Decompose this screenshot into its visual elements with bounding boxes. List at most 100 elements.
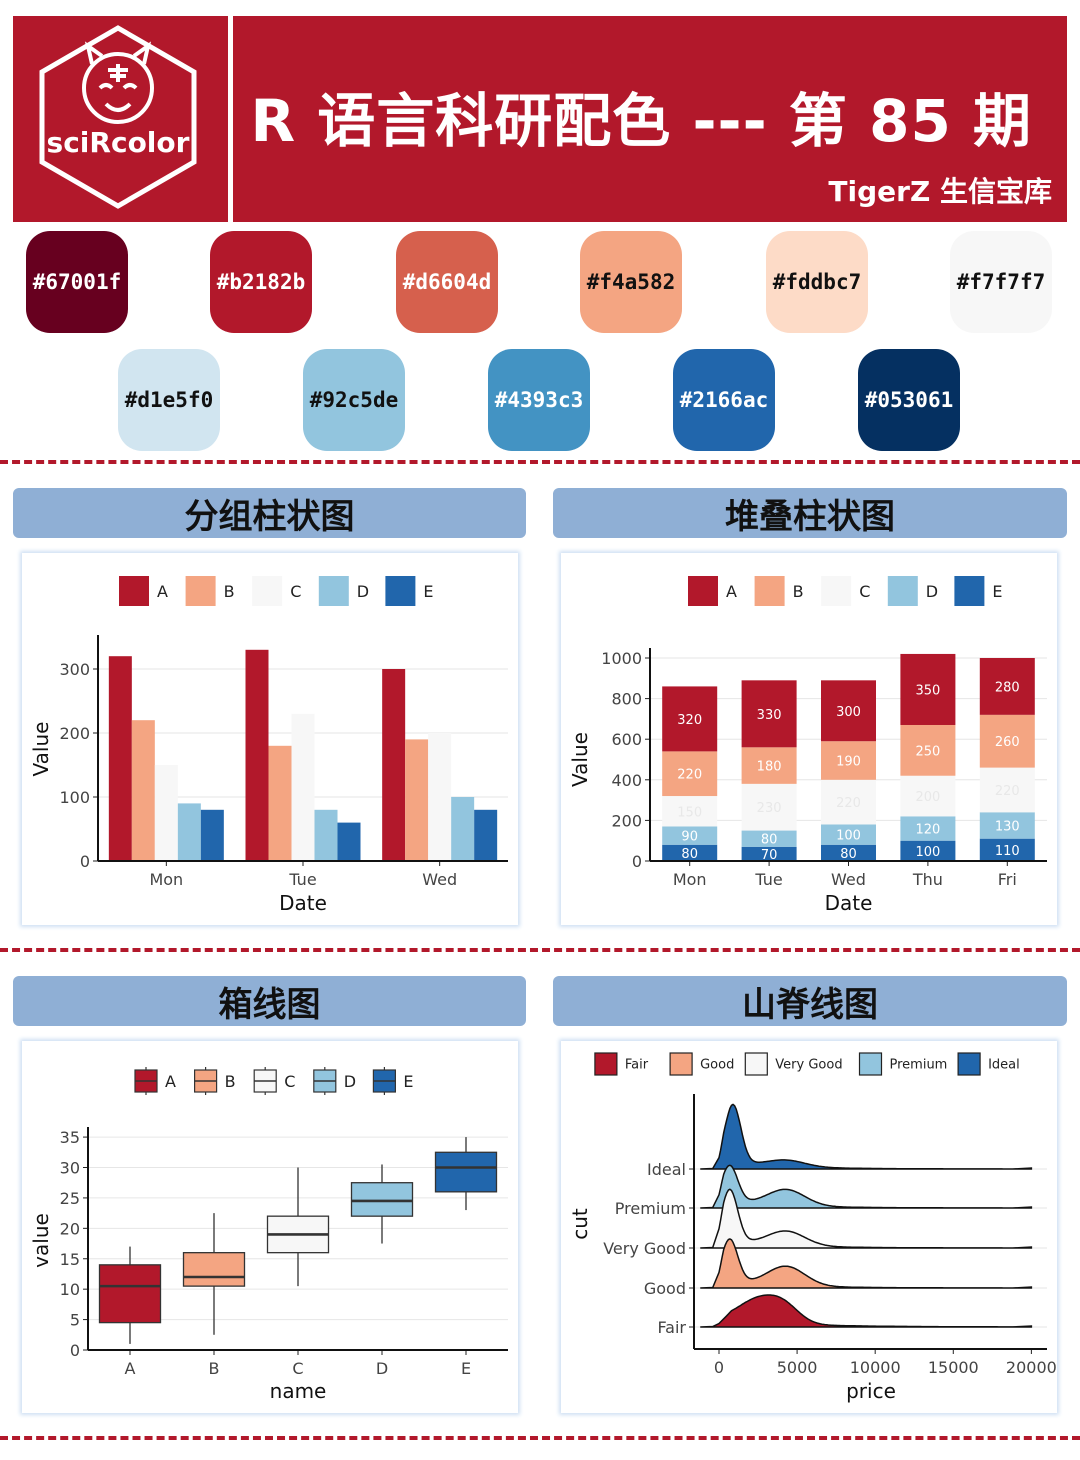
bar-A-Mon [662,686,718,752]
x-tick-label: 10000 [850,1358,901,1377]
stacked-bar-chart: A B C D E 0 200 400 600 800 1000 80 90 150 220 320 Mon 70… [568,576,1047,915]
box-B [182,1252,246,1287]
swatch-fddbc7: #fddbc7 [766,231,868,333]
x-tick-label: 15000 [928,1358,979,1377]
bar-E-Thu [900,840,956,861]
data-label: 120 [915,823,940,838]
data-label: 250 [915,744,940,759]
bar-C-Thu [900,775,956,817]
data-label: 80 [681,847,698,862]
legend-key-Fair [594,1052,618,1076]
y-tick-label: 100 [59,788,90,807]
legend-label-D: D [926,582,938,601]
x-tick-label: B [209,1359,220,1378]
section-title-box: 箱线图 [13,976,526,1026]
y-tick-label: 400 [611,771,642,790]
ridge-Ideal [700,1103,1033,1170]
y-tick-label: 0 [632,852,642,871]
swatch-f7f7f7: #f7f7f7 [950,231,1052,333]
legend-label-B: B [793,582,804,601]
legend-label-Very Good: Very Good [775,1058,842,1073]
y-tick-label: 25 [60,1189,80,1208]
grouped-bar-panel: A B C D E 0 100 200 300 Mon Tue Wed Date Value [22,553,518,925]
data-label: 320 [677,713,702,728]
bar-B-Mon [662,751,718,797]
y-tick-label: 200 [611,811,642,830]
divider [0,948,1080,952]
data-label: 230 [757,801,782,816]
swatch-label: #4393c3 [494,388,584,412]
bar-D-Mon [662,826,718,845]
legend-label-E: E [403,1072,413,1091]
legend-key-A [688,576,718,606]
data-label: 130 [995,819,1020,834]
bar-A-Fri [979,658,1035,715]
data-label: 220 [836,796,861,811]
legend-label-Premium: Premium [890,1058,948,1073]
x-tick-label: Mon [149,870,183,889]
legend-key-Premium [858,1052,883,1076]
grouped-bar-chart: A B C D E 0 100 200 300 Mon Tue Wed Date Value [29,576,508,915]
tiger-logo: sciRcolor [39,25,197,209]
ridge-Good [700,1238,1033,1289]
bar-A-Tue [741,680,797,748]
tiger-face-icon [82,41,154,124]
legend-key-D [887,576,918,606]
x-tick-label: 20000 [1006,1358,1057,1377]
legend-key-A [119,576,149,606]
box-E [434,1151,498,1193]
bar-B-Fri [979,714,1035,768]
y-axis-label: Value [568,732,592,787]
bar-C-Fri [979,767,1035,813]
legend-label-A: A [157,582,168,601]
swatch-label: #053061 [864,388,954,412]
swatch-label: #fddbc7 [772,270,862,294]
bar-B-Thu [900,724,956,776]
swatch-label: #d1e5f0 [124,388,214,412]
legend-key-B [185,576,216,606]
data-label: 180 [757,760,782,775]
data-label: 200 [915,790,940,805]
section-title-stacked: 堆叠柱状图 [553,488,1067,538]
swatch-label: #2166ac [679,388,769,412]
data-label: 80 [840,847,857,862]
box-A [98,1264,162,1324]
swatch-92c5de: #92c5de [303,349,405,451]
bar-B-Tue [741,747,797,784]
y-tick-label: 200 [59,724,90,743]
bar-E-Wed [474,809,498,861]
bar-C-Tue [291,713,315,861]
y-tick-label: 15 [60,1250,80,1269]
bar-B-Tue [268,745,292,861]
legend-label-Fair: Fair [625,1058,649,1073]
bar-C-Mon [662,796,718,827]
x-tick-label: Wed [831,870,866,889]
bar-D-Tue [741,830,797,847]
legend-label-A: A [726,582,737,601]
bar-A-Wed [821,680,876,742]
ridge-Fair [700,1294,1033,1328]
ridgeline-panel: Fair Good Very Good Premium Ideal 0 5000 10000 1… [561,1041,1057,1413]
bar-D-Thu [900,816,956,841]
bar-A-Wed [382,669,406,861]
data-label: 110 [995,844,1020,859]
swatch-label: #b2182b [216,270,306,294]
legend-label-E: E [992,582,1002,601]
bar-E-Mon [662,844,718,861]
y-tick-label: 35 [60,1128,80,1147]
y-tick-label: Premium [615,1199,686,1218]
bar-D-Mon [177,803,201,861]
bar-E-Tue [741,846,797,861]
legend-key-B [754,576,785,606]
data-label: 260 [995,735,1020,750]
data-label: 220 [995,784,1020,799]
x-tick-label: E [461,1359,471,1378]
legend-label-C: C [859,582,870,601]
legend-label-C: C [284,1072,295,1091]
legend-label-Good: Good [700,1058,734,1073]
legend-key-E [954,576,985,606]
legend-key-Very Good [744,1052,768,1076]
data-label: 90 [681,830,698,845]
bar-C-Tue [741,783,797,831]
